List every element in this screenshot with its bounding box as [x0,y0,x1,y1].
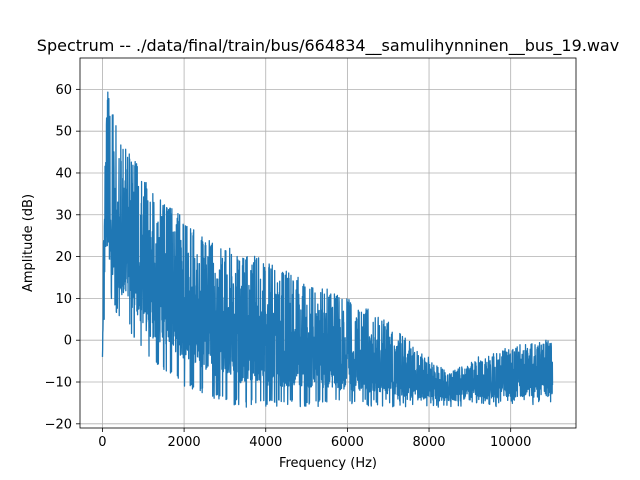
chart-title: Spectrum -- ./data/final/train/bus/66483… [37,36,619,56]
y-tick-label: 20 [55,250,72,265]
y-tick-label: 50 [55,125,72,140]
y-axis-label: Amplitude (dB) [21,194,36,292]
x-tick-label: 8000 [412,435,445,450]
y-tick-label: 60 [55,83,72,98]
y-tick-label: 30 [55,208,72,223]
axes-frame [79,57,577,429]
y-tick-label: −10 [45,376,72,391]
x-tick-label: 10000 [490,435,531,450]
x-tick-label: 4000 [249,435,282,450]
y-tick-label: −20 [45,417,72,432]
y-tick-label: 0 [64,334,72,349]
spectrum-series-line-0 [101,91,554,408]
y-tick-label: 10 [55,292,72,307]
plot-area [101,91,554,408]
x-tick-label: 6000 [331,435,364,450]
x-tick-label: 0 [98,435,106,450]
y-tick-label: 40 [55,166,72,181]
x-tick-label: 2000 [168,435,201,450]
x-axis-label: Frequency (Hz) [279,456,377,471]
axes: 0 2000 4000 6000 8000 10000 −20 −10 0 10 20 30 40 50 6… [45,57,577,450]
